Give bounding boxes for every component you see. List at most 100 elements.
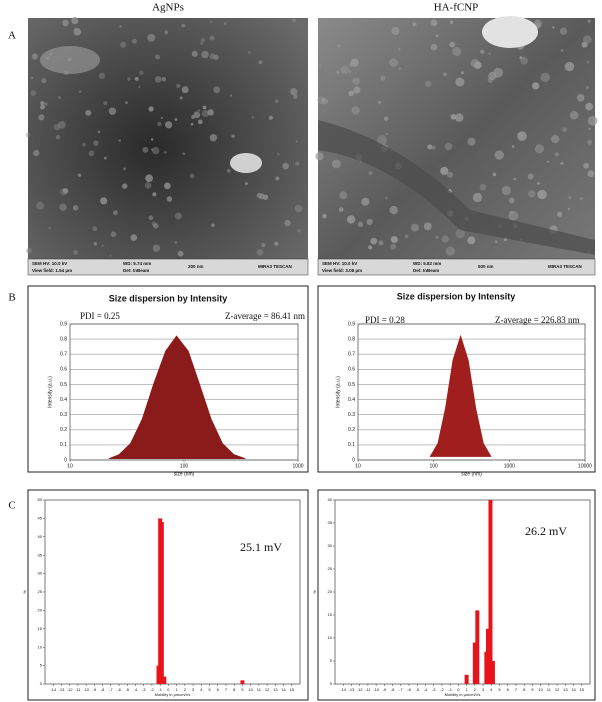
sem-particle <box>201 110 209 118</box>
sem-particle <box>138 85 141 88</box>
sem-particle <box>209 53 216 60</box>
sem-particle <box>207 109 214 116</box>
sem-particle <box>77 173 82 177</box>
x-tick-label: -9 <box>93 687 97 692</box>
y-tick-label: 25 <box>328 566 333 571</box>
sem-particle <box>501 185 511 196</box>
sem-particle <box>398 67 401 70</box>
sem-particle <box>435 34 439 38</box>
sem-ridge <box>318 120 595 255</box>
sem-particle <box>449 20 454 24</box>
sem-particle <box>200 38 205 43</box>
x-tick-label: -10 <box>373 687 380 692</box>
bar <box>490 661 495 684</box>
sem-particle <box>440 166 449 176</box>
sem-particle <box>174 118 178 121</box>
x-axis-label: Mobility in μmcm/Vs <box>155 692 191 697</box>
x-tick-label: 4 <box>200 687 203 692</box>
sem-particle <box>579 197 583 200</box>
sem-particle <box>537 189 547 200</box>
y-tick-label: 0.2 <box>60 427 67 433</box>
sem-particle <box>528 190 536 198</box>
y-tick-label: 0.4 <box>348 397 355 403</box>
x-axis-label: Mobility in μmcm/Vs <box>445 692 481 697</box>
x-tick-label: 0 <box>457 687 460 692</box>
sem-particle <box>588 127 591 131</box>
sem-particle <box>378 240 384 246</box>
sem-particle <box>587 139 593 145</box>
sem-particle <box>193 111 201 119</box>
x-tick-label: 1000 <box>292 463 303 469</box>
sem-particle <box>130 234 138 241</box>
sem-particle <box>139 70 144 75</box>
x-tick-label: 100 <box>429 463 438 469</box>
sem-particle <box>73 27 77 31</box>
sem-particle <box>30 90 37 96</box>
sem-particle <box>109 254 112 257</box>
x-tick-label: -14 <box>340 687 347 692</box>
y-tick-label: 0.3 <box>348 412 355 418</box>
sem-particle <box>449 41 456 48</box>
sem-particle <box>197 119 203 125</box>
sem-particle <box>211 223 215 227</box>
y-tick-label: 35 <box>38 552 43 557</box>
sem-particle <box>361 197 370 206</box>
bar <box>472 642 477 684</box>
sem-particle <box>377 135 387 146</box>
sem-particle <box>348 70 352 74</box>
sem-particle <box>492 172 497 177</box>
x-tick-label: -11 <box>365 687 371 692</box>
sem-particle <box>473 61 482 70</box>
sem-particle <box>353 86 361 94</box>
sem-particle <box>482 16 538 48</box>
x-tick-label: 10 <box>248 687 253 692</box>
y-tick-label: 50 <box>38 497 43 502</box>
sem-particle <box>455 228 466 239</box>
sem-particle <box>368 245 373 250</box>
x-tick-label: -12 <box>67 687 74 692</box>
sem-particle <box>293 94 298 99</box>
sem-particle <box>98 72 106 80</box>
y-tick-label: 40 <box>38 534 43 539</box>
sem-particle <box>366 218 373 226</box>
sem-particle <box>174 212 182 220</box>
sem-particle <box>41 78 47 84</box>
y-tick-label: 20 <box>328 589 333 594</box>
sem-particle <box>340 65 349 75</box>
x-tick-label: 8 <box>523 687 526 692</box>
x-tick-label: 9 <box>241 687 244 692</box>
x-tick-label: 1000 <box>504 463 515 469</box>
sem-particle <box>160 116 163 119</box>
sem-particle <box>564 61 575 72</box>
sem-particle <box>385 132 388 136</box>
sem-info: View field: 3.08 μm <box>322 268 362 273</box>
sem-particle <box>229 94 233 97</box>
sem-particle <box>404 234 409 238</box>
bar <box>486 628 490 684</box>
y-tick-label: 0.3 <box>60 412 67 418</box>
sem-particle <box>583 35 592 44</box>
sem-particle <box>431 145 436 150</box>
sem-particle <box>412 22 417 27</box>
sem-particle <box>322 213 327 219</box>
sem-particle <box>587 19 591 23</box>
sem-texture <box>25 16 598 257</box>
column-title: HA-fCNP <box>434 2 479 14</box>
x-tick-label: 12 <box>555 687 560 692</box>
sem-particle <box>560 161 564 165</box>
x-tick-label: -6 <box>117 687 121 692</box>
y-tick-label: 0.5 <box>348 382 355 388</box>
sem-particle <box>561 127 567 133</box>
sem-particle <box>73 250 79 255</box>
y-tick-label: 35 <box>328 520 333 525</box>
sem-particle <box>587 170 595 178</box>
x-tick-label: 5 <box>498 687 501 692</box>
x-tick-label: 11 <box>547 687 552 692</box>
sem-particle <box>520 56 529 65</box>
annotation: Z-average = 226.83 nm <box>495 315 580 325</box>
x-tick-label: 5 <box>208 687 211 692</box>
row-label: B <box>8 292 15 304</box>
sem-particle <box>177 250 184 257</box>
x-tick-label: 15 <box>290 687 295 692</box>
sem-particle <box>444 142 453 151</box>
